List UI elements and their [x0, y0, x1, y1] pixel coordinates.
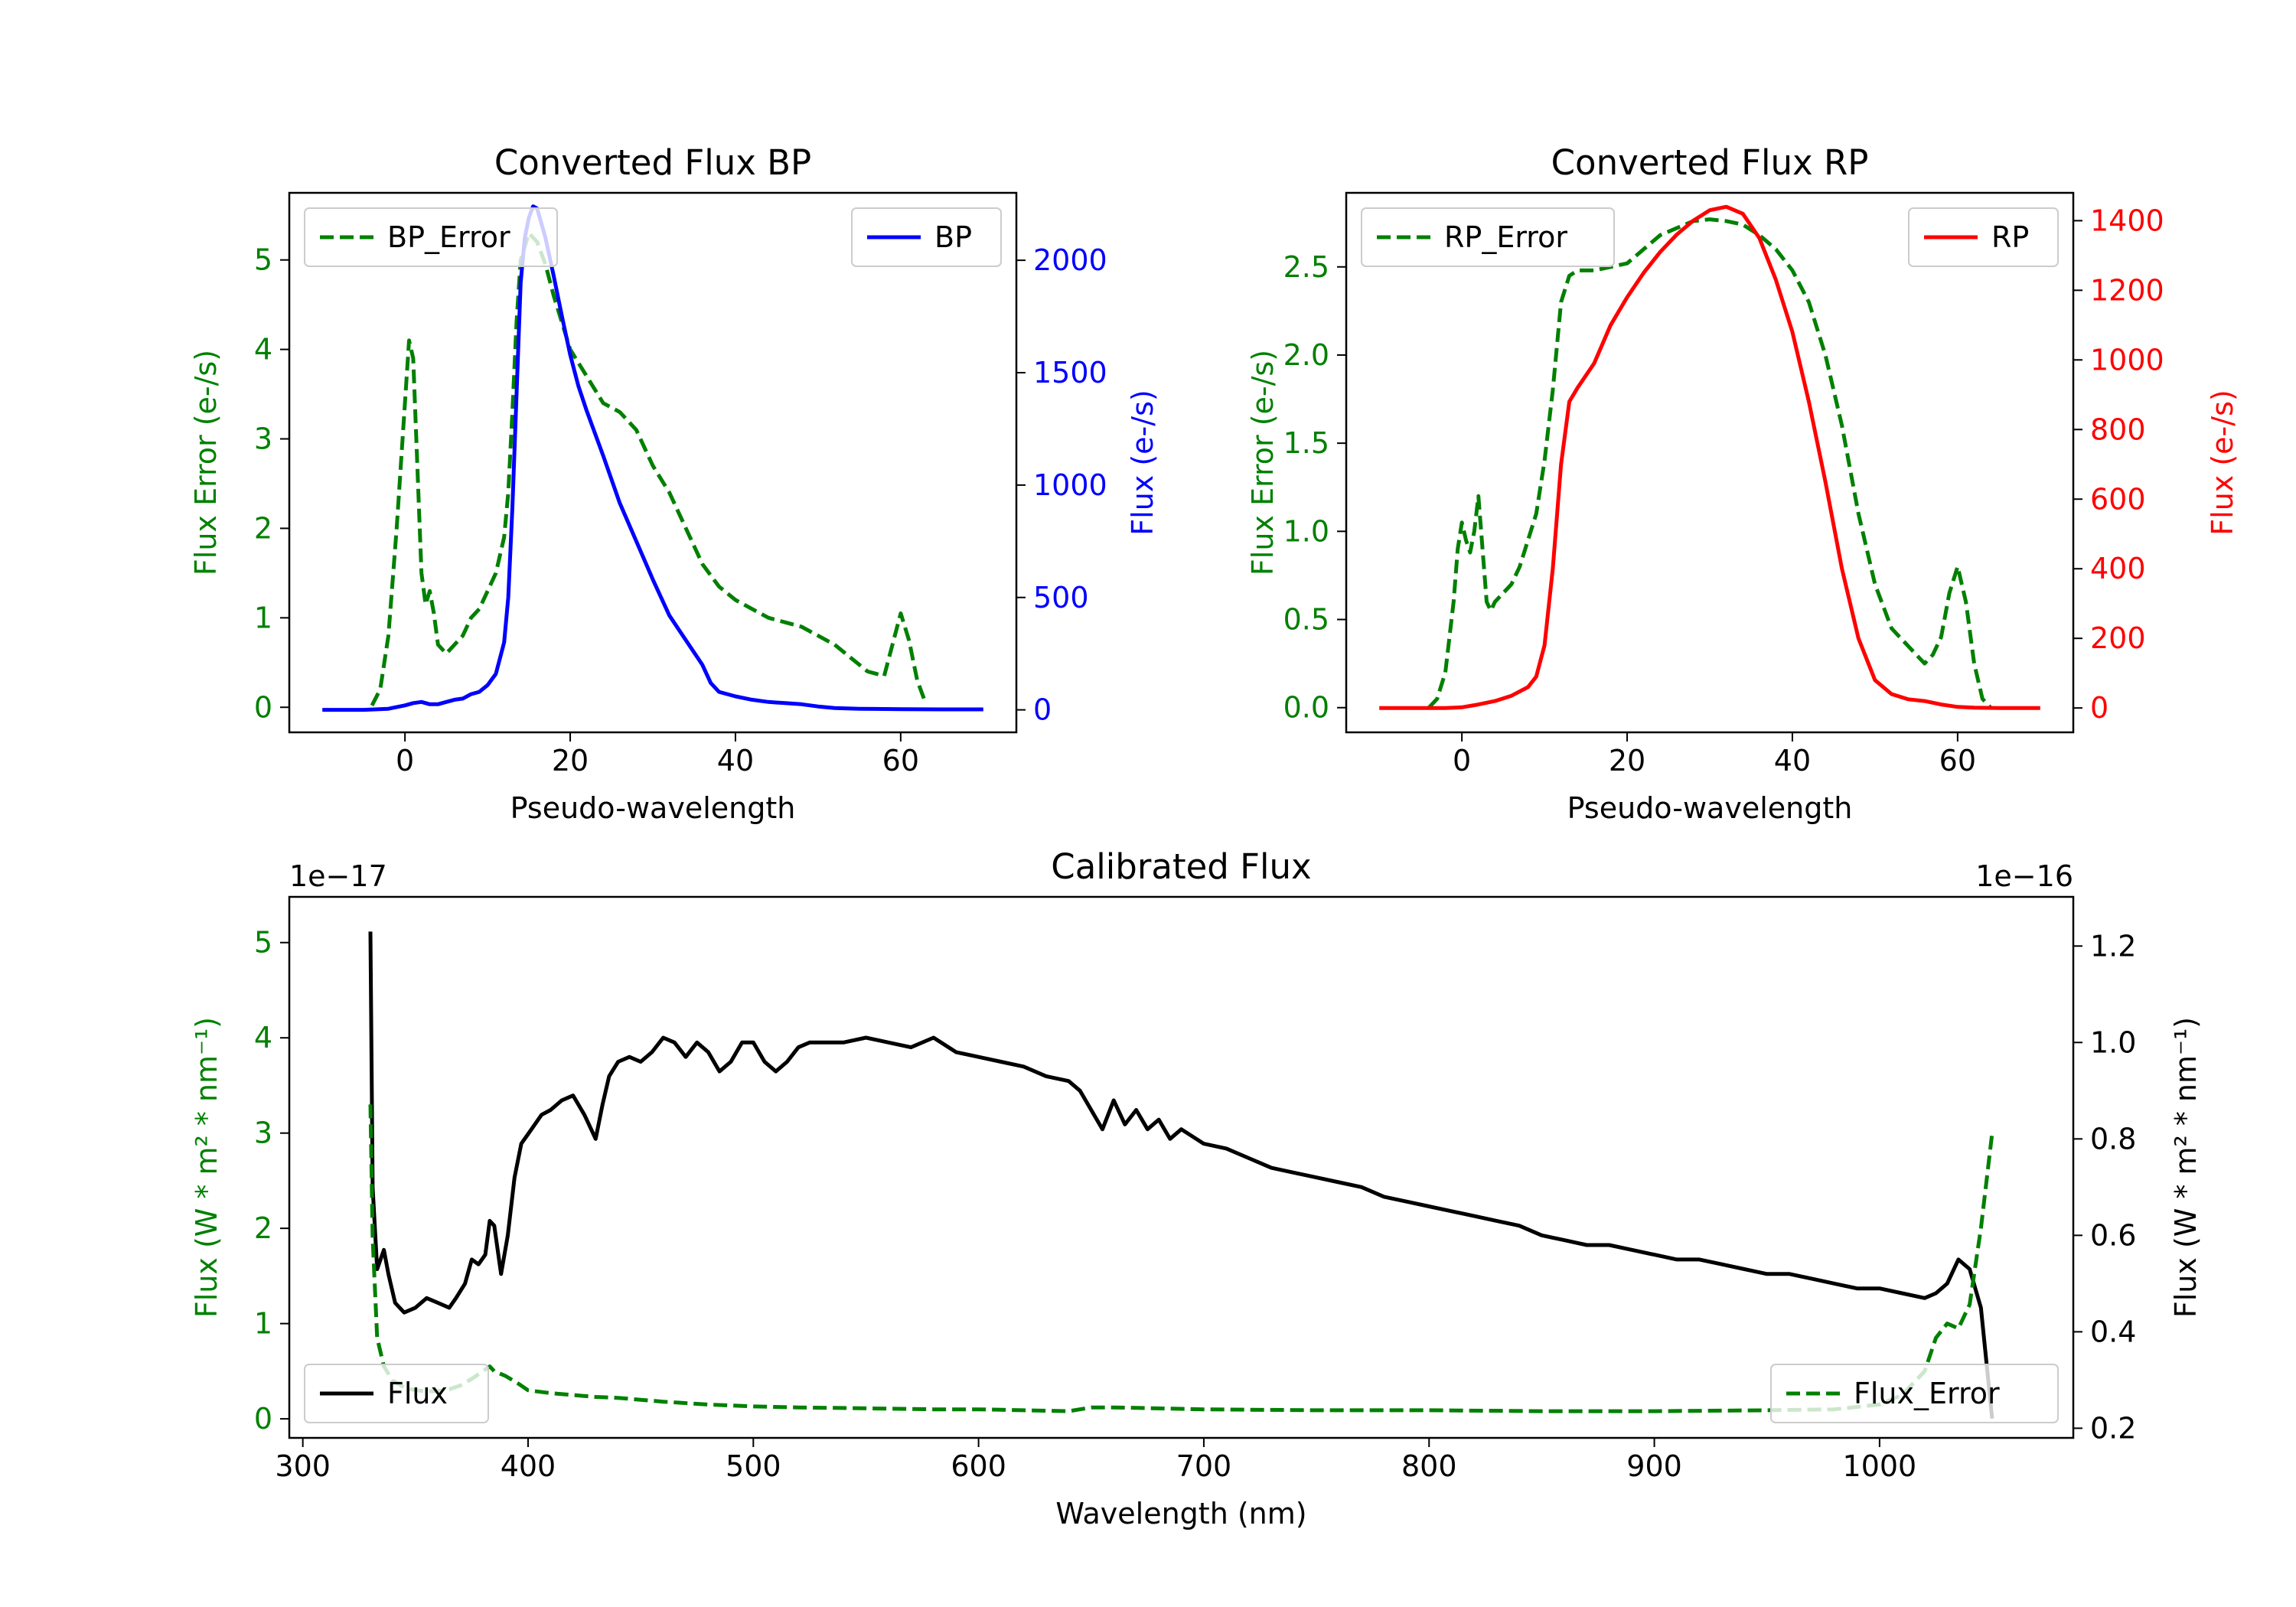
rp-panel: 0 20 40 60 0.0 0.5 1.0 1.5 2.0 2.5 0 200 400 600 800 10…	[1246, 142, 2239, 825]
cal-left-offset-text: 1e−17	[289, 859, 387, 893]
cal-x-tick-label: 900	[1626, 1449, 1682, 1483]
cal-series-flux	[368, 931, 1994, 1420]
cal-x-axis-label: Wavelength (nm)	[1055, 1497, 1306, 1530]
bp-right-tick-label: 500	[1033, 581, 1089, 614]
rp-right-tick-label: 1200	[2090, 273, 2164, 307]
cal-right-tick-label: 0.2	[2090, 1411, 2136, 1445]
rp-left-tick-label: 0.0	[1283, 691, 1329, 725]
cal-right-offset-text: 1e−16	[1975, 859, 2073, 893]
rp-left-axis-label: Flux Error (e-/s)	[1246, 350, 1280, 575]
rp-legend-rp-error: RP_Error	[1361, 207, 1615, 267]
bp-x-tick-label: 0	[396, 744, 414, 777]
legend-label: BP_Error	[387, 220, 510, 254]
bp-panel: 0 20 40 60 0 1 2 3 4 5 0 500 1000 1500 2000 Converted F…	[189, 142, 1159, 825]
rp-left-tick-label: 2.0	[1283, 338, 1329, 372]
bp-right-tick-label: 1500	[1033, 356, 1107, 390]
rp-plot-frame	[1345, 191, 2075, 734]
bp-left-tick-label: 4	[254, 333, 272, 367]
rp-left-tick-label: 1.5	[1283, 426, 1329, 460]
rp-right-tick-label: 200	[2090, 621, 2146, 655]
rp-right-tick-label: 600	[2090, 482, 2146, 516]
cal-x-tick-label: 600	[951, 1449, 1006, 1483]
bp-right-axis-label: Flux (e-/s)	[1126, 390, 1159, 535]
cal-left-tick-label: 2	[254, 1211, 272, 1245]
legend-label: RP_Error	[1444, 220, 1567, 254]
bp-right-tick-label: 2000	[1033, 243, 1107, 277]
cal-right-tick-label: 1.2	[2090, 929, 2136, 963]
rp-right-tick-label: 1000	[2090, 343, 2164, 376]
cal-right-axis-label: Flux (W * m² * nm⁻¹)	[2169, 1017, 2203, 1318]
cal-left-tick-label: 0	[254, 1402, 272, 1436]
bp-left-tick-label: 1	[254, 601, 272, 634]
cal-x-tick-label: 400	[501, 1449, 556, 1483]
cal-panel: 300 400 500 600 700 800 900 1000 0 1 2 3 4 5 0.2 0.4 0.6…	[190, 846, 2203, 1530]
bp-title: Converted Flux BP	[494, 142, 811, 183]
cal-x-tick-label: 500	[726, 1449, 781, 1483]
cal-left-tick-label: 4	[254, 1021, 272, 1054]
bp-series-bp-error	[370, 231, 928, 707]
cal-x-tick-label: 1000	[1843, 1449, 1917, 1483]
legend-box	[851, 207, 1002, 267]
cal-x-tick-label: 300	[275, 1449, 331, 1483]
cal-legend-flux-error: Flux_Error	[1770, 1364, 2059, 1423]
cal-title: Calibrated Flux	[1051, 846, 1311, 887]
rp-x-tick-label: 20	[1609, 744, 1645, 777]
bp-x-tick-label: 60	[882, 744, 919, 777]
rp-title: Converted Flux RP	[1551, 142, 1869, 183]
bp-legend-bp-error: BP_Error	[304, 207, 558, 267]
rp-right-axis-label: Flux (e-/s)	[2206, 390, 2239, 535]
legend-label: Flux	[387, 1377, 448, 1410]
bp-right-tick-label: 0	[1033, 693, 1052, 727]
cal-right-tick-label: 1.0	[2090, 1025, 2136, 1059]
legend-label: RP	[1991, 220, 2029, 254]
rp-left-tick-label: 0.5	[1283, 603, 1329, 637]
bp-left-axis-label: Flux Error (e-/s)	[189, 350, 223, 575]
legend-box	[304, 1364, 489, 1423]
cal-left-axis-label: Flux (W * m² * nm⁻¹)	[190, 1017, 223, 1318]
rp-x-tick-label: 0	[1453, 744, 1471, 777]
bp-right-tick-label: 1000	[1033, 468, 1107, 502]
rp-legend-rp: RP	[1908, 207, 2059, 267]
rp-left-tick-label: 1.0	[1283, 514, 1329, 548]
cal-x-tick-label: 700	[1176, 1449, 1232, 1483]
rp-x-tick-label: 40	[1774, 744, 1811, 777]
bp-plot-frame	[288, 191, 1018, 734]
rp-x-tick-label: 60	[1939, 744, 1976, 777]
bp-x-axis-label: Pseudo-wavelength	[510, 791, 796, 825]
rp-series-rp	[1379, 204, 2040, 710]
cal-right-tick-label: 0.6	[2090, 1218, 2136, 1252]
legend-label: Flux_Error	[1854, 1377, 2000, 1410]
rp-right-tick-label: 0	[2090, 691, 2108, 725]
bp-left-tick-label: 0	[254, 690, 272, 724]
bp-left-tick-label: 5	[254, 243, 272, 277]
cal-left-tick-label: 5	[254, 926, 272, 960]
legend-box	[304, 207, 558, 267]
rp-right-tick-label: 1400	[2090, 204, 2164, 237]
cal-plot-frame	[288, 895, 2075, 1439]
rp-right-tick-label: 800	[2090, 412, 2146, 446]
rp-series-rp-error	[1427, 217, 1992, 709]
cal-legend-flux: Flux	[304, 1364, 489, 1423]
cal-x-tick-label: 800	[1401, 1449, 1457, 1483]
cal-right-tick-label: 0.8	[2090, 1122, 2136, 1156]
cal-left-tick-label: 1	[254, 1307, 272, 1341]
legend-box	[1770, 1364, 2059, 1423]
bp-left-tick-label: 2	[254, 511, 272, 545]
bp-x-tick-label: 40	[717, 744, 754, 777]
rp-x-axis-label: Pseudo-wavelength	[1567, 791, 1853, 825]
legend-box	[1908, 207, 2059, 267]
rp-right-tick-label: 400	[2090, 552, 2146, 585]
bp-left-tick-label: 3	[254, 422, 272, 456]
bp-legend-bp: BP	[851, 207, 1002, 267]
cal-right-tick-label: 0.4	[2090, 1315, 2136, 1348]
rp-left-tick-label: 2.5	[1283, 250, 1329, 284]
legend-label: BP	[934, 220, 972, 254]
bp-x-tick-label: 20	[552, 744, 589, 777]
cal-left-tick-label: 3	[254, 1116, 272, 1150]
legend-box	[1361, 207, 1615, 267]
